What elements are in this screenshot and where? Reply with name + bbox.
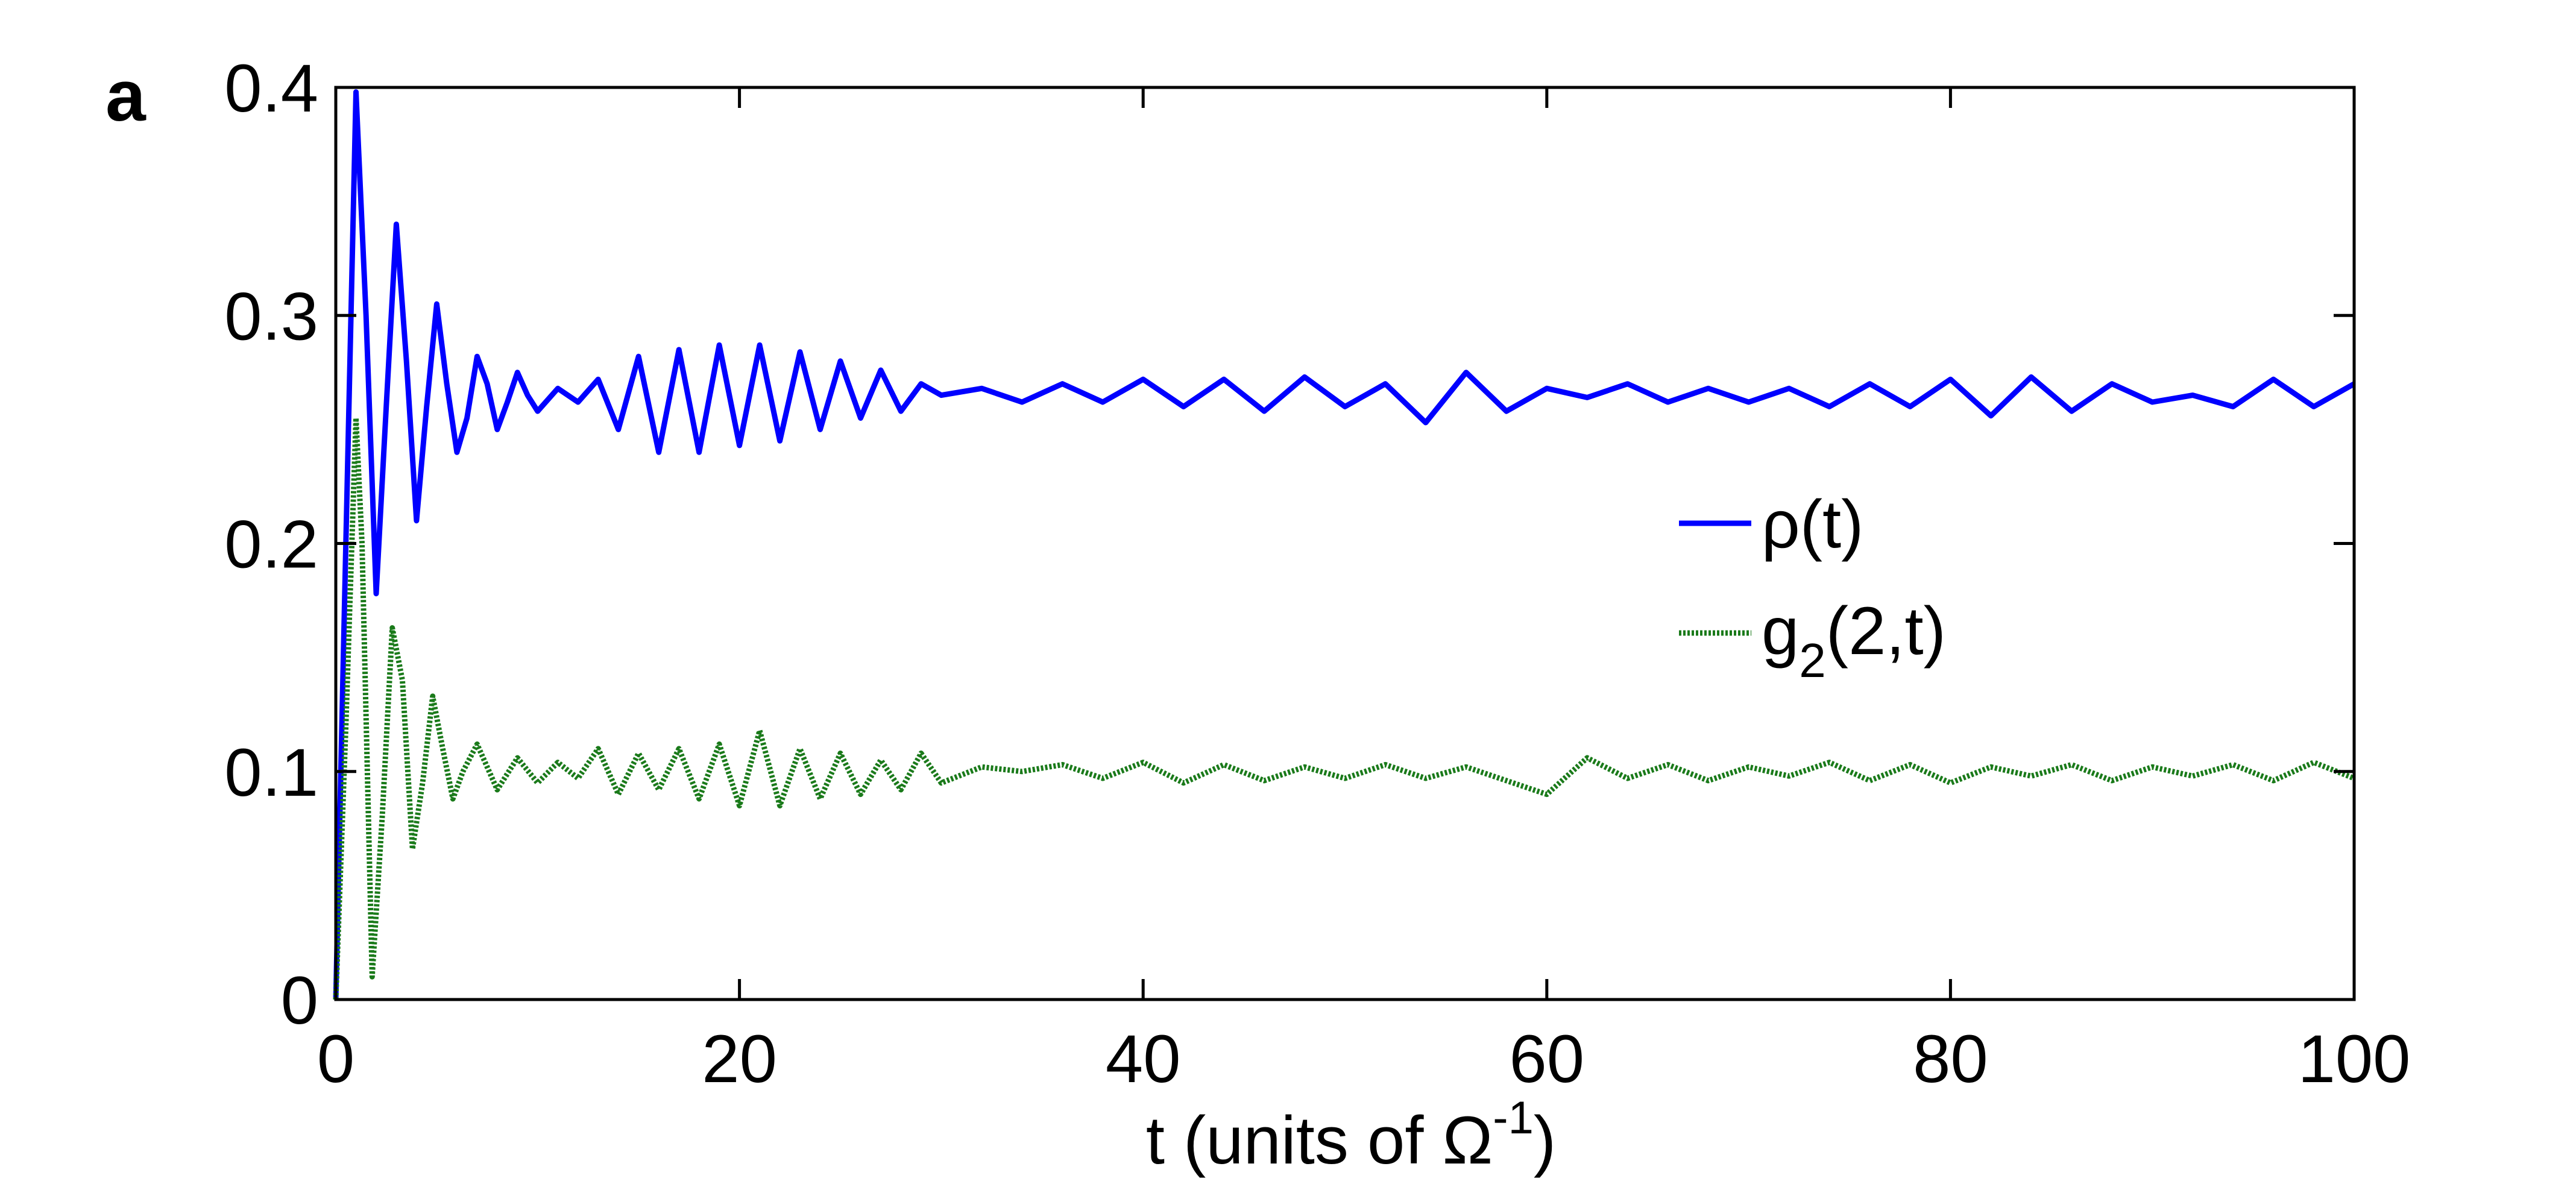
legend: ρ(t) g2(2,t): [1679, 487, 1946, 687]
panel-label: a: [105, 55, 146, 136]
legend-label-g2-subscript: 2: [1799, 634, 1826, 687]
plot-area: [333, 89, 2356, 1000]
plot-frame: [334, 86, 2356, 1001]
y-tick-label: 0.2: [224, 507, 318, 582]
series-line-1: [333, 89, 2356, 1000]
x-axis-title-close: ): [1534, 1103, 1556, 1178]
legend-label-g2-main: g: [1762, 593, 1799, 669]
y-tick-label: 0: [281, 963, 318, 1038]
axes: 0 20 40 60 80 100 0 0.1 0.2 0.3 0.4: [224, 51, 2410, 1097]
x-tick-label: 60: [1510, 1021, 1585, 1097]
x-tick-label: 80: [1913, 1021, 1988, 1097]
legend-label-rho: ρ(t): [1762, 487, 1863, 562]
x-tick-label: 100: [2298, 1021, 2411, 1097]
y-tick-label: 0.3: [224, 279, 318, 354]
x-axis-title-main: t (units of Ω: [1146, 1103, 1493, 1178]
series-line-2: [333, 415, 2355, 1000]
x-axis-title: t (units of Ω-1): [1146, 1092, 1556, 1178]
x-axis-title-superscript: -1: [1493, 1092, 1534, 1144]
y-tick-label: 0.4: [224, 51, 318, 126]
x-tick-label: 0: [317, 1021, 354, 1097]
y-tick-label: 0.1: [224, 735, 318, 810]
legend-label-g2-rest: (2,t): [1826, 593, 1946, 669]
x-tick-label: 40: [1106, 1021, 1181, 1097]
x-tick-label: 20: [702, 1021, 777, 1097]
legend-label-g2: g2(2,t): [1762, 593, 1946, 687]
